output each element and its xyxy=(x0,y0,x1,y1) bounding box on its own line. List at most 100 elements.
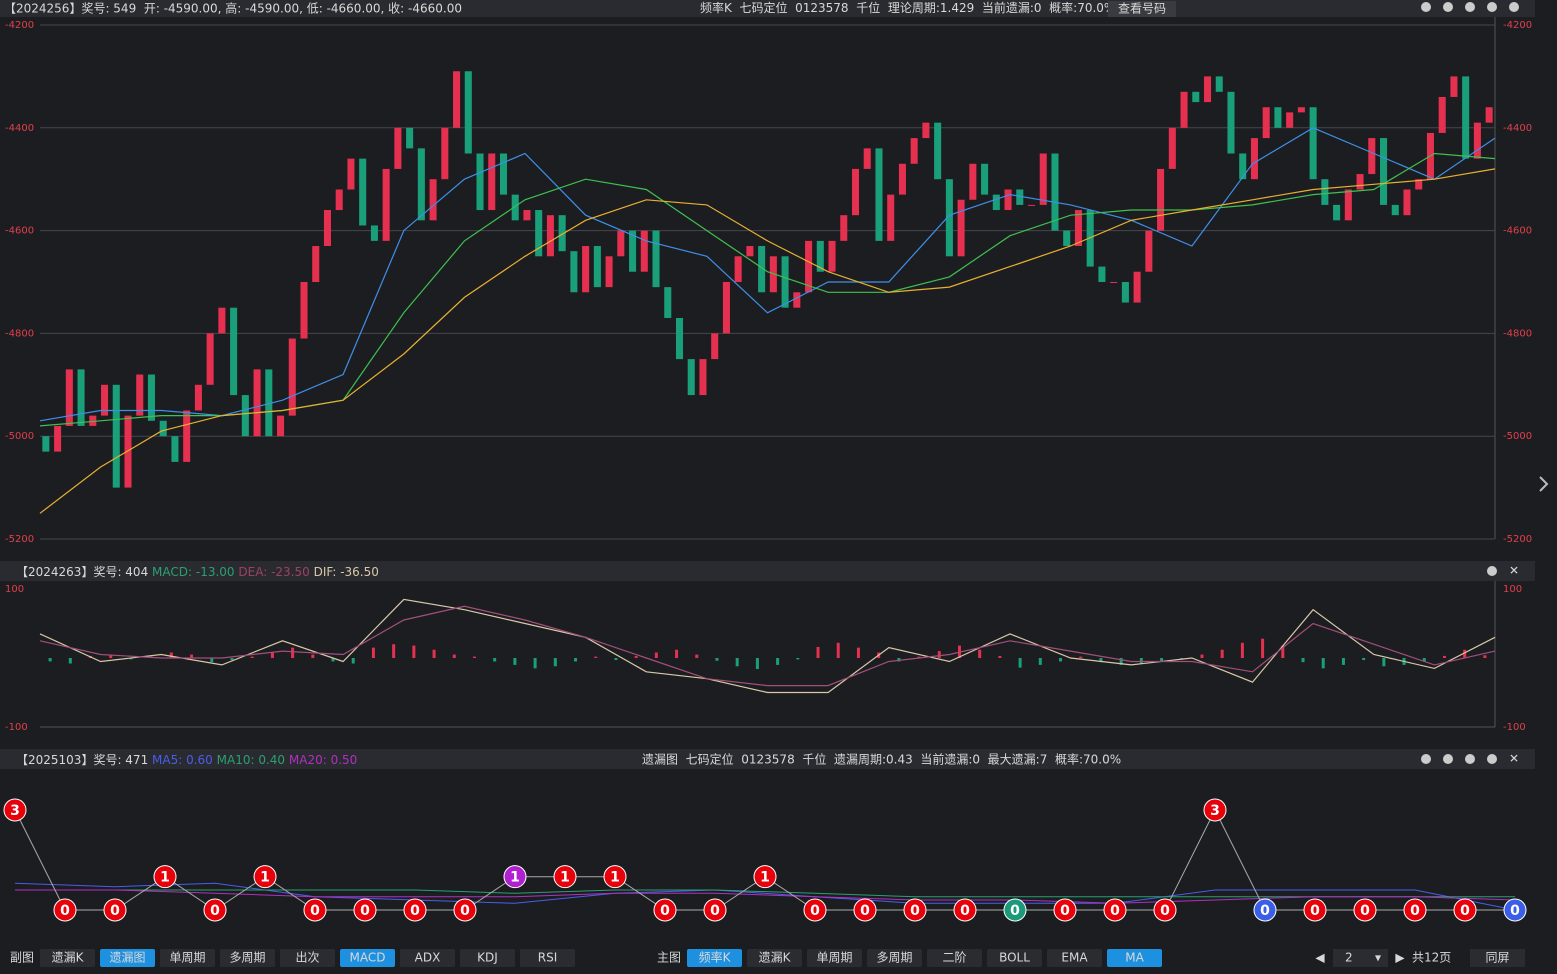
tab-button[interactable] xyxy=(460,949,515,967)
candle xyxy=(1016,189,1024,205)
page-select[interactable] xyxy=(1333,949,1388,967)
miss-marker xyxy=(903,898,927,922)
miss-label: 3 xyxy=(1210,803,1220,819)
tab-label[interactable]: 单周期 xyxy=(816,951,852,965)
tab-label[interactable]: 二阶 xyxy=(942,951,966,965)
histogram-bar xyxy=(917,656,921,658)
tab-label[interactable]: 遗漏K xyxy=(52,951,85,965)
tab-label[interactable]: 出次 xyxy=(295,951,319,965)
miss-label: 0 xyxy=(410,903,420,919)
candle xyxy=(922,122,930,139)
tab-button[interactable] xyxy=(987,949,1042,967)
dif-value: DIF: -36.50 xyxy=(314,565,379,579)
histogram-bar xyxy=(755,658,759,670)
candle xyxy=(1121,282,1129,303)
histogram-bar xyxy=(1059,658,1063,662)
tab-label[interactable]: 遗漏图 xyxy=(109,951,145,965)
tab-button[interactable] xyxy=(160,949,215,967)
dea-value: DEA: -23.50 xyxy=(238,565,309,579)
candle xyxy=(65,369,73,426)
tab-label[interactable]: RSI xyxy=(538,951,558,965)
tab-button[interactable] xyxy=(867,949,922,967)
tab-label[interactable]: ADX xyxy=(415,951,441,965)
tab-button[interactable] xyxy=(280,949,335,967)
page-dropdown[interactable]: ▾ xyxy=(1375,951,1381,965)
tab-label[interactable]: 单周期 xyxy=(169,951,205,965)
expand-arrow[interactable] xyxy=(1539,476,1549,492)
miss-label: 0 xyxy=(1360,903,1370,919)
tab-label[interactable]: 遗漏K xyxy=(759,951,792,965)
tab-button[interactable] xyxy=(40,949,95,967)
view-button[interactable] xyxy=(1108,1,1176,17)
candle xyxy=(277,415,285,437)
candle xyxy=(699,359,707,396)
candle xyxy=(1204,76,1212,103)
candle xyxy=(934,122,942,180)
tab-button[interactable] xyxy=(400,949,455,967)
tab-label[interactable]: KDJ xyxy=(477,951,498,965)
histogram-bar xyxy=(897,658,901,662)
candle xyxy=(1473,122,1481,159)
tab-button[interactable] xyxy=(927,949,982,967)
miss-marker xyxy=(1303,898,1327,922)
tab-label[interactable]: 多周期 xyxy=(876,951,912,965)
candle xyxy=(863,148,871,169)
miss-marker xyxy=(353,898,377,922)
miss-label: 0 xyxy=(1510,903,1520,919)
histogram-bar xyxy=(735,658,739,667)
tab-button[interactable] xyxy=(1107,949,1162,967)
tab-label[interactable]: 频率K xyxy=(699,950,732,965)
candle xyxy=(1239,153,1247,180)
candle xyxy=(300,282,308,339)
tab-label[interactable]: MA xyxy=(1125,951,1144,965)
tab-button[interactable] xyxy=(1047,949,1102,967)
tab-button[interactable] xyxy=(807,949,862,967)
histogram-bar xyxy=(1281,645,1285,658)
histogram-bar xyxy=(1099,658,1103,663)
candle xyxy=(629,230,637,272)
miss-marker xyxy=(1153,898,1177,922)
view-button-label[interactable]: 查看号码 xyxy=(1118,2,1166,16)
candle xyxy=(582,246,590,293)
candle xyxy=(124,415,132,488)
candle xyxy=(1391,204,1399,216)
histogram-bar xyxy=(250,656,254,658)
miss-label: 0 xyxy=(360,903,370,919)
candle xyxy=(218,307,226,334)
tab-button[interactable] xyxy=(100,949,155,967)
candle xyxy=(206,333,214,385)
split-button[interactable] xyxy=(1470,949,1525,967)
miss-label: 0 xyxy=(960,903,970,919)
tab-button[interactable] xyxy=(687,949,742,967)
close-icon[interactable]: ✕ xyxy=(1509,564,1519,578)
panel-icons[interactable] xyxy=(1421,2,1519,764)
candle xyxy=(981,163,989,195)
histogram-bar xyxy=(68,658,72,664)
tab-button[interactable] xyxy=(220,949,275,967)
line xyxy=(15,889,1515,898)
y-tick-label: -5200 xyxy=(1503,534,1532,545)
candle xyxy=(1192,91,1200,103)
tab-label[interactable]: MACD xyxy=(350,951,386,965)
miss-label: 0 xyxy=(1410,903,1420,919)
histogram-bar xyxy=(1200,654,1204,658)
page-value[interactable]: 2 xyxy=(1345,951,1353,965)
candle xyxy=(312,246,320,282)
prev-page[interactable]: ◀ xyxy=(1315,951,1325,965)
next-page[interactable]: ▶ xyxy=(1395,951,1405,965)
tab-button[interactable] xyxy=(340,949,395,967)
y-tick-label: 100 xyxy=(1503,584,1522,595)
close-icon[interactable]: ✕ xyxy=(1509,752,1519,766)
miss-marker xyxy=(503,865,527,889)
miss-label: 1 xyxy=(260,870,270,886)
histogram-bar xyxy=(675,649,679,658)
tab-label[interactable]: EMA xyxy=(1061,951,1088,965)
tab-label[interactable]: 多周期 xyxy=(229,951,265,965)
candle xyxy=(1438,96,1446,133)
tab-button[interactable] xyxy=(520,949,575,967)
tab-label[interactable]: BOLL xyxy=(999,951,1030,965)
header-left: 【2024256】奖号: 549 开: -4590.00, 高: -4590.0… xyxy=(4,0,462,15)
tab-button[interactable] xyxy=(747,949,802,967)
histogram-bar xyxy=(695,654,699,658)
split-label[interactable]: 同屏 xyxy=(1485,951,1509,965)
